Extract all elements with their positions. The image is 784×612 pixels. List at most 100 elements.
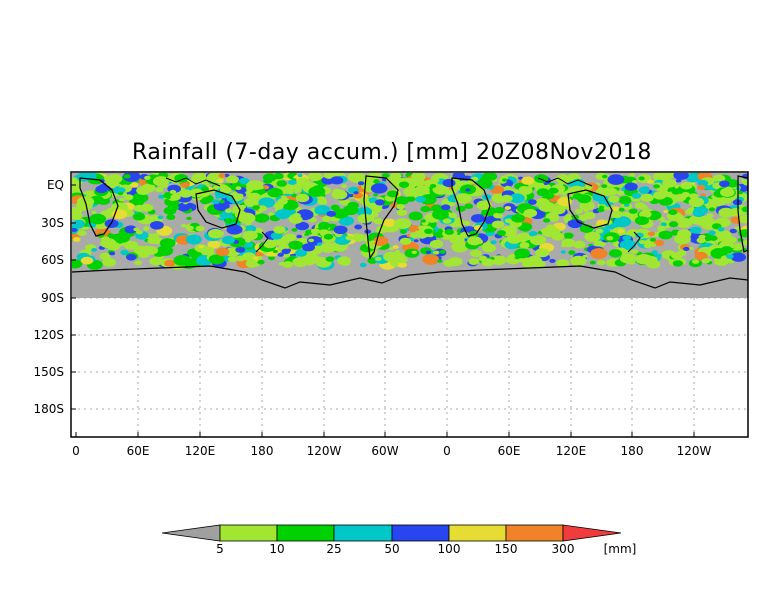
rain-cell [671,188,682,195]
rain-cell [375,256,382,261]
rain-cell [288,179,297,185]
rain-cell [106,174,123,184]
rain-cell [295,193,310,203]
rain-cell [166,214,176,220]
rain-cell [396,209,408,216]
rain-cell [366,188,373,192]
rain-cell [289,215,303,224]
rain-cell [741,206,748,213]
rain-cell [563,215,573,222]
rain-cell [482,243,496,253]
rain-cell [742,173,748,180]
rain-cell [389,247,394,251]
rain-cell [382,218,396,227]
rain-cell [144,246,159,255]
rain-cell [660,222,667,227]
rain-cell [258,197,276,208]
rain-cell [737,238,744,242]
lon-label: 60E [498,444,521,458]
rain-cell [99,252,111,260]
rain-cell [639,240,646,245]
lon-label: 0 [72,444,80,458]
new-zealand-outline [255,231,269,253]
rain-cell [239,204,247,209]
rain-cell [307,173,323,182]
rain-cell [546,224,556,230]
rain-cell [330,204,340,211]
rain-cell [185,234,202,245]
rain-cell [277,198,288,205]
rain-cell [323,233,334,240]
rain-cell [72,219,85,228]
rain-cell [420,219,426,223]
rain-cell [490,255,507,266]
rain-cell [730,252,747,262]
rain-cell [257,259,265,265]
rain-cell [243,241,254,248]
rain-cell [413,239,419,243]
rain-cell [116,187,126,193]
rain-cell [399,229,407,234]
rain-cell [136,230,143,235]
lon-label: 180 [621,444,644,458]
rain-cell [653,239,665,247]
rain-cell [155,187,164,193]
rain-cell [567,218,583,229]
rain-cell [359,245,370,252]
rain-cell [606,236,614,241]
rain-cell [601,184,608,189]
colorbar-segment [391,524,450,542]
rain-cell [180,223,187,228]
rain-cell [595,228,604,234]
rain-cell [308,238,315,243]
rain-cell [639,210,652,219]
rain-cell [133,245,149,255]
rain-cell [246,180,263,191]
rain-cell [668,209,678,215]
rain-cell [164,259,176,267]
rain-cell [337,256,351,266]
rain-cell [536,188,550,197]
rain-cell [638,186,650,194]
rain-cell [411,250,417,254]
rain-cell [708,230,716,236]
rain-cell [631,249,639,254]
rain-cell [675,217,693,228]
rain-cell [448,212,457,219]
rain-cell [439,249,446,254]
rain-cell [509,193,525,204]
rain-cell [713,175,724,182]
rain-cell [628,208,638,214]
rain-cell [129,182,139,188]
rain-cell [102,258,117,267]
rain-cell [216,178,224,184]
rain-cell [76,173,91,182]
rain-cell [318,221,331,230]
rain-cell [672,260,684,267]
rain-cell [656,253,662,257]
rain-cell [282,261,294,268]
australia-outline-2 [567,189,613,229]
lon-label: 0 [443,444,451,458]
rain-cell [140,203,154,212]
south-america-outline-2 [737,175,748,253]
rain-cell [647,231,656,236]
rain-cell [173,255,191,266]
rain-cell [244,225,257,233]
rain-cell [356,207,373,217]
rain-cell [737,190,744,195]
rain-cell [688,215,704,225]
rain-cell [352,233,366,242]
rain-cell [442,218,452,224]
rain-cell [396,256,408,264]
rain-cell [208,228,224,239]
rain-cell [701,258,711,264]
rain-cell [353,191,359,195]
rain-cell [268,255,275,261]
rain-cell [529,235,547,246]
rainfall-field [72,173,748,298]
rain-cell [135,212,145,219]
colorbar-segment [505,524,564,542]
rain-cell [292,212,301,219]
rain-cell [683,246,690,251]
